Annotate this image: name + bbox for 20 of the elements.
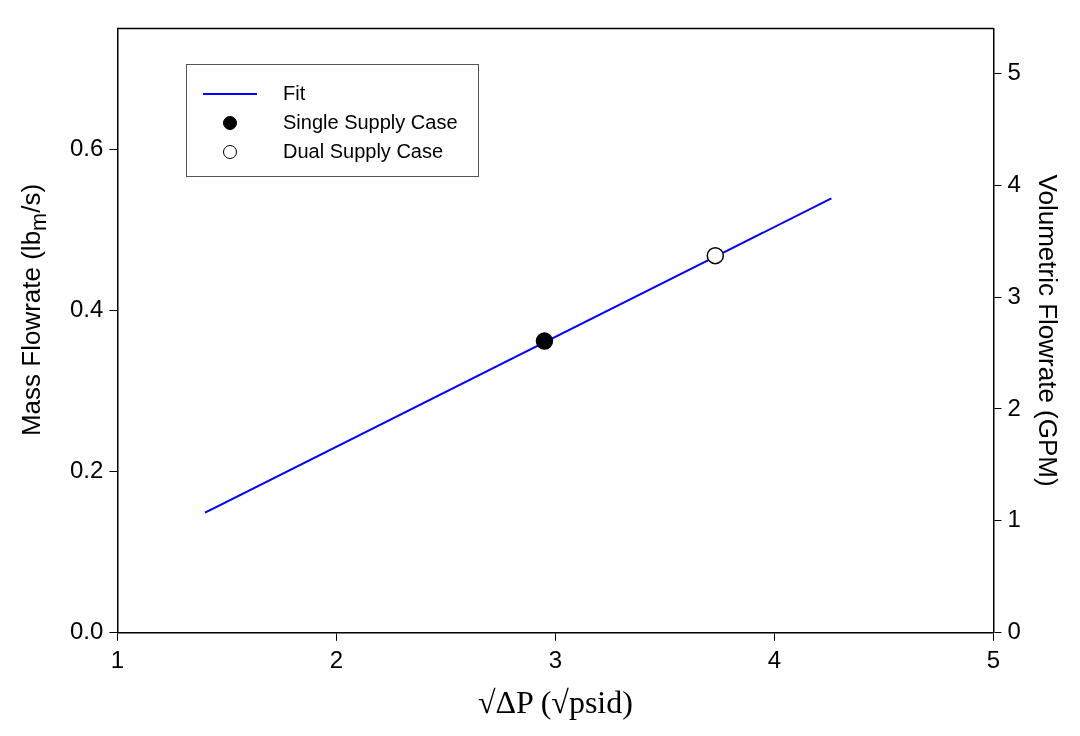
y2-tick-label: 5 xyxy=(1007,57,1021,85)
y-tick-label: 0.2 xyxy=(69,456,104,484)
y2-tick-label: 3 xyxy=(1007,281,1021,309)
y-tick-label: 0.0 xyxy=(69,617,104,645)
y2-tick-label: 0 xyxy=(1007,617,1021,645)
x-tick-label: 5 xyxy=(986,645,1001,673)
y2-tick-label: 1 xyxy=(1007,505,1021,533)
y-tick-label: 0.4 xyxy=(69,295,104,323)
x-axis-title: √ΔP (√psid) xyxy=(477,684,633,721)
x-tick-label: 1 xyxy=(110,645,125,673)
legend-label: Dual Supply Case xyxy=(283,139,444,164)
x-tick-label: 2 xyxy=(329,645,344,673)
legend-label: Single Supply Case xyxy=(283,110,458,135)
y2-axis-title: Volumetric Flowrate (GPM) xyxy=(1033,174,1064,487)
x-tick-label: 4 xyxy=(767,645,782,673)
x-tick-label: 3 xyxy=(548,645,563,673)
y2-tick-label: 2 xyxy=(1007,393,1021,421)
y-tick-label: 0.6 xyxy=(69,133,104,161)
y2-tick-label: 4 xyxy=(1007,169,1021,197)
legend-label: Fit xyxy=(283,81,306,106)
